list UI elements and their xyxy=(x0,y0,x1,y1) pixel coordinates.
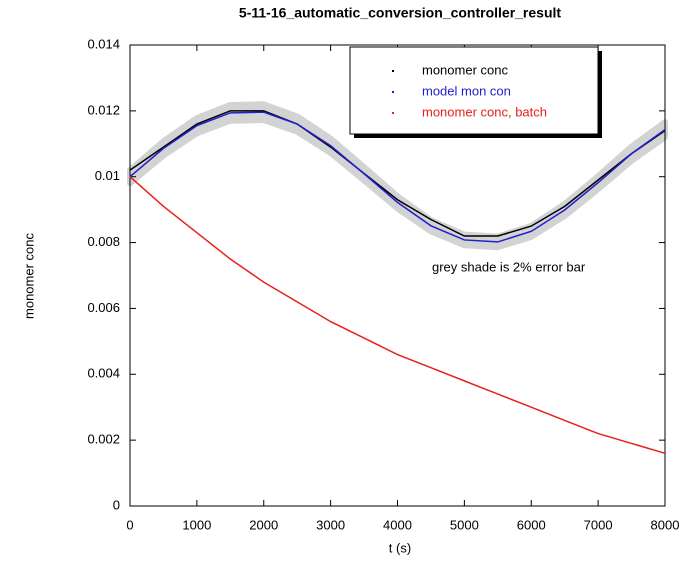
x-tick-label: 0 xyxy=(126,517,133,532)
annotation: grey shade is 2% error bar xyxy=(432,259,586,274)
legend xyxy=(349,46,599,135)
legend-marker xyxy=(392,91,394,93)
x-tick-label: 5000 xyxy=(450,517,479,532)
y-tick-label: 0.006 xyxy=(87,300,120,315)
y-tick-label: 0.01 xyxy=(95,168,120,183)
y-tick-label: 0.008 xyxy=(87,234,120,249)
x-axis-label: t (s) xyxy=(389,540,411,555)
legend-label: monomer conc xyxy=(422,62,508,77)
legend-marker xyxy=(392,70,394,72)
y-tick-label: 0.012 xyxy=(87,102,120,117)
y-axis-label: monomer conc xyxy=(21,233,36,319)
y-tick-label: 0 xyxy=(113,497,120,512)
x-tick-label: 7000 xyxy=(584,517,613,532)
x-tick-label: 8000 xyxy=(651,517,680,532)
chart-title: 5-11-16_automatic_conversion_controller_… xyxy=(239,5,561,21)
x-tick-label: 1000 xyxy=(182,517,211,532)
x-tick-label: 6000 xyxy=(517,517,546,532)
y-tick-label: 0.014 xyxy=(87,36,120,51)
legend-label: monomer conc, batch xyxy=(422,104,547,119)
series-line xyxy=(129,111,666,243)
x-tick-label: 3000 xyxy=(316,517,345,532)
x-tick-label: 4000 xyxy=(383,517,412,532)
legend-marker xyxy=(392,112,394,114)
y-tick-label: 0.002 xyxy=(87,432,120,447)
y-tick-label: 0.004 xyxy=(87,366,120,381)
legend-label: model mon con xyxy=(422,83,511,98)
x-tick-label: 2000 xyxy=(249,517,278,532)
series-line xyxy=(129,176,666,455)
series-line xyxy=(129,110,666,237)
